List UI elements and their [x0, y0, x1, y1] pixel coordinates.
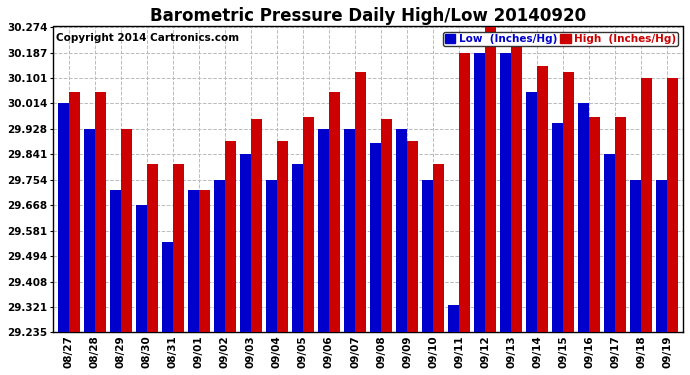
Bar: [110, 190, 121, 332]
Bar: [199, 190, 210, 332]
Bar: [188, 190, 199, 332]
Bar: [511, 33, 522, 332]
Bar: [485, 27, 496, 332]
Bar: [578, 104, 589, 332]
Bar: [355, 72, 366, 332]
Title: Barometric Pressure Daily High/Low 20140920: Barometric Pressure Daily High/Low 20140…: [150, 7, 586, 25]
Bar: [589, 117, 600, 332]
Bar: [615, 117, 627, 332]
Bar: [277, 141, 288, 332]
Bar: [136, 205, 147, 332]
Bar: [474, 53, 485, 332]
Bar: [563, 72, 574, 332]
Bar: [396, 129, 407, 332]
Bar: [251, 119, 262, 332]
Bar: [433, 164, 444, 332]
Bar: [329, 92, 340, 332]
Bar: [500, 53, 511, 332]
Text: Copyright 2014 Cartronics.com: Copyright 2014 Cartronics.com: [56, 33, 239, 43]
Bar: [95, 92, 106, 332]
Bar: [370, 142, 381, 332]
Bar: [172, 164, 184, 332]
Bar: [147, 164, 157, 332]
Bar: [292, 164, 303, 332]
Bar: [240, 154, 251, 332]
Bar: [83, 129, 95, 332]
Bar: [225, 141, 236, 332]
Bar: [58, 104, 68, 332]
Bar: [604, 154, 615, 332]
Bar: [214, 180, 225, 332]
Bar: [448, 305, 459, 332]
Bar: [407, 141, 418, 332]
Bar: [422, 180, 433, 332]
Bar: [344, 129, 355, 332]
Bar: [631, 180, 642, 332]
Bar: [162, 243, 172, 332]
Bar: [538, 66, 548, 332]
Bar: [266, 180, 277, 332]
Bar: [553, 123, 563, 332]
Legend: Low  (Inches/Hg), High  (Inches/Hg): Low (Inches/Hg), High (Inches/Hg): [443, 32, 678, 46]
Bar: [526, 92, 538, 332]
Bar: [667, 78, 678, 332]
Bar: [642, 78, 652, 332]
Bar: [68, 92, 79, 332]
Bar: [656, 180, 667, 332]
Bar: [459, 53, 470, 332]
Bar: [318, 129, 329, 332]
Bar: [121, 129, 132, 332]
Bar: [303, 117, 314, 332]
Bar: [381, 119, 392, 332]
